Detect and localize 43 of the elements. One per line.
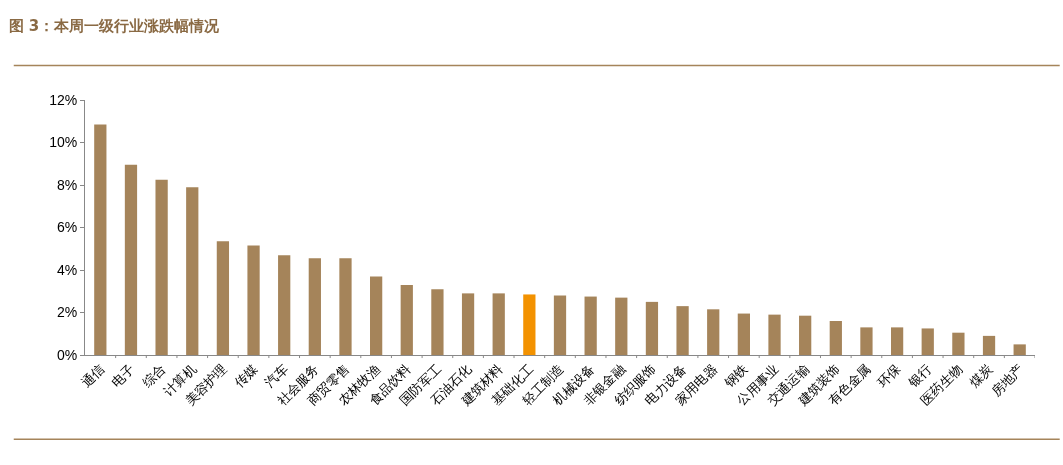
bar	[553, 295, 567, 355]
bar	[921, 328, 934, 355]
bar	[615, 297, 628, 355]
bar	[155, 179, 168, 355]
y-tick-label: 10%	[49, 134, 78, 151]
y-tick-label: 6%	[56, 219, 78, 236]
y-tick-label: 4%	[56, 261, 78, 278]
bar	[799, 315, 812, 355]
bar	[890, 327, 904, 355]
bar	[982, 335, 996, 355]
bar	[584, 296, 597, 355]
y-tick-label: 8%	[56, 176, 78, 193]
bar	[278, 255, 291, 355]
bar	[1013, 344, 1026, 355]
bar	[523, 294, 536, 355]
bar	[645, 301, 659, 355]
x-tick-label: 传媒	[231, 361, 261, 391]
bar	[492, 293, 505, 355]
x-tick-label: 通信	[78, 361, 108, 391]
bar	[952, 332, 965, 355]
y-tick-label: 12%	[49, 91, 78, 108]
chart-title: 图 3：本周一级行业涨跌幅情况	[8, 17, 221, 36]
bar	[247, 245, 260, 355]
bar	[94, 124, 107, 355]
bar	[124, 164, 138, 355]
x-tick-label: 电子	[108, 361, 138, 391]
bar	[400, 284, 413, 355]
bar	[308, 258, 321, 355]
bar	[186, 187, 199, 355]
bar	[431, 289, 444, 355]
bar	[370, 276, 383, 355]
bar	[829, 321, 842, 355]
bar	[216, 241, 230, 355]
bar	[768, 314, 781, 355]
x-tick-label: 环保	[874, 361, 904, 391]
y-tick-label: 0%	[56, 346, 78, 363]
bar	[676, 306, 689, 355]
bar	[737, 313, 750, 355]
bar	[707, 309, 720, 355]
bar	[860, 327, 873, 355]
y-tick-label: 2%	[56, 304, 78, 321]
bar	[461, 293, 475, 355]
bar	[339, 258, 352, 355]
